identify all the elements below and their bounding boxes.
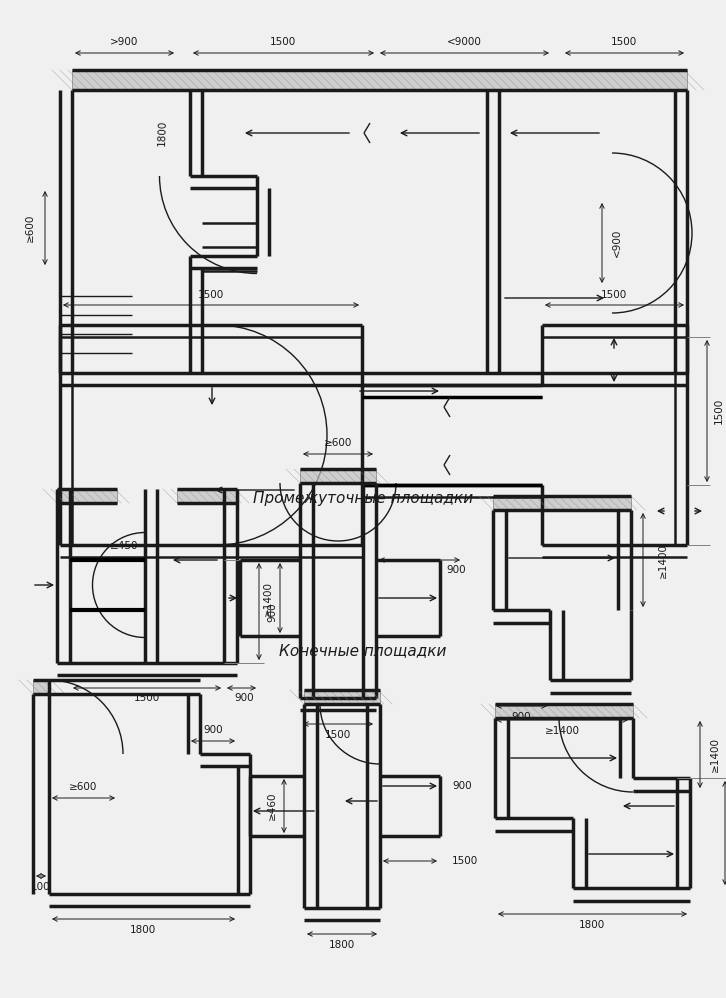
Bar	[304, 690, 380, 704]
Text: ≥1400: ≥1400	[658, 543, 668, 578]
Text: 1800: 1800	[130, 925, 156, 935]
Text: 1800: 1800	[579, 920, 605, 930]
Text: 900: 900	[452, 781, 472, 791]
Bar	[72, 70, 687, 90]
Text: 1500: 1500	[714, 398, 724, 424]
Text: ≥450: ≥450	[110, 541, 138, 551]
Bar	[300, 469, 376, 483]
Text: 1800: 1800	[329, 940, 355, 950]
Bar	[177, 489, 237, 503]
Text: <9000: <9000	[446, 37, 481, 47]
Text: 900: 900	[511, 712, 531, 722]
Text: 900: 900	[267, 602, 277, 622]
Text: 1500: 1500	[611, 37, 637, 47]
Text: 900: 900	[234, 693, 254, 703]
Text: 900: 900	[203, 725, 223, 735]
Text: 1500: 1500	[325, 730, 351, 740]
Text: 1500: 1500	[134, 693, 160, 703]
Text: 1500: 1500	[452, 856, 478, 866]
Text: <900: <900	[612, 229, 622, 257]
Bar	[493, 496, 631, 510]
Text: 1500: 1500	[601, 290, 627, 300]
Text: ≥460: ≥460	[267, 791, 277, 820]
Bar	[57, 489, 117, 503]
Text: ≥600: ≥600	[324, 438, 352, 448]
Text: >900: >900	[110, 37, 138, 47]
Text: 900: 900	[446, 565, 466, 575]
Text: ≥600: ≥600	[69, 782, 97, 792]
Text: ≥1400: ≥1400	[710, 738, 720, 772]
Text: 1500: 1500	[198, 290, 224, 300]
Text: 100: 100	[31, 882, 51, 892]
Text: ≥1400: ≥1400	[263, 581, 273, 616]
Bar	[495, 704, 633, 718]
Text: Конечные площадки: Конечные площадки	[280, 644, 446, 659]
Text: ≥1400: ≥1400	[544, 726, 579, 736]
Text: ≥600: ≥600	[25, 214, 35, 243]
Text: 1800: 1800	[157, 120, 168, 147]
Text: Промежуточные площадки: Промежуточные площадки	[253, 490, 473, 506]
Text: 1500: 1500	[270, 37, 296, 47]
Bar	[33, 680, 49, 694]
